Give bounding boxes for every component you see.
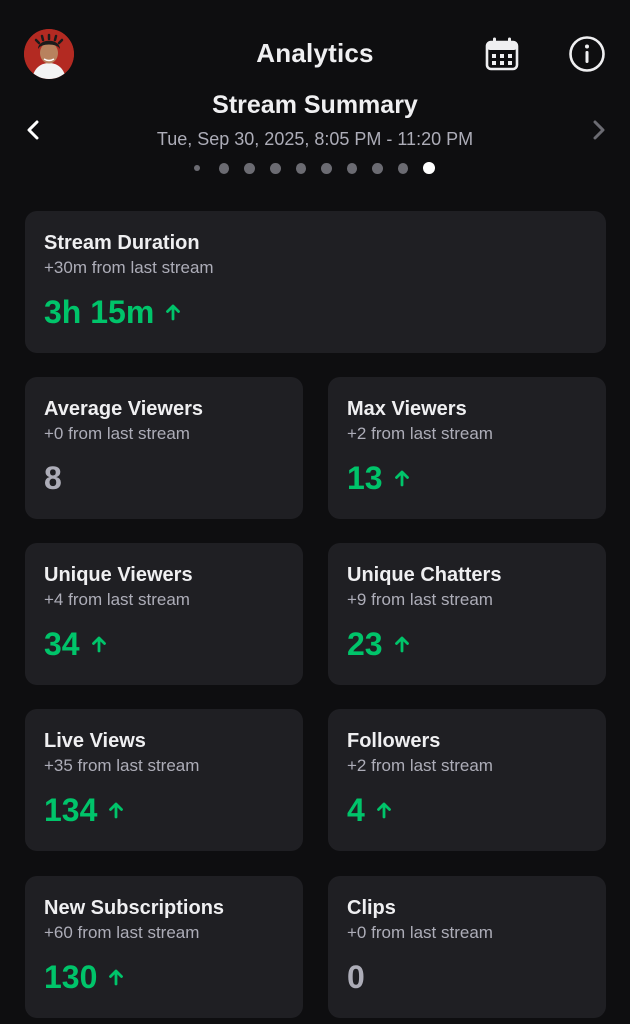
card-value: 8 <box>44 458 284 498</box>
arrow-up-icon <box>394 636 409 653</box>
card-subtitle: +4 from last stream <box>44 590 190 609</box>
arrow-up-icon <box>376 802 391 819</box>
arrow-up-icon <box>91 636 106 653</box>
card-subtitle: +0 from last stream <box>347 923 493 942</box>
card-subtitle: +2 from last stream <box>347 756 493 775</box>
page-dot[interactable] <box>295 162 307 174</box>
arrow-up-icon <box>109 802 124 819</box>
card-subtitle: +0 from last stream <box>44 424 190 443</box>
card-title: Stream Duration <box>44 232 200 254</box>
card-value: 134 <box>44 790 284 830</box>
card-value: 4 <box>347 790 587 830</box>
stat-card-live-views[interactable]: Live Views +35 from last stream 134 <box>25 709 303 851</box>
stat-card-followers[interactable]: Followers +2 from last stream 4 <box>328 709 606 851</box>
card-subtitle: +2 from last stream <box>347 424 493 443</box>
avatar[interactable] <box>24 29 74 79</box>
card-title: Followers <box>347 730 441 752</box>
card-value-text: 3h 15m <box>44 294 155 330</box>
stat-card-average-viewers[interactable]: Average Viewers +0 from last stream 8 <box>25 377 303 519</box>
arrow-up-icon <box>394 470 409 487</box>
chevron-left-icon <box>27 120 39 140</box>
card-value: 23 <box>347 624 587 664</box>
card-value-text: 0 <box>347 959 365 995</box>
card-value-text: 13 <box>347 460 383 496</box>
page-dot[interactable] <box>321 162 332 174</box>
card-title: Unique Chatters <box>347 564 502 586</box>
arrow-up-icon <box>166 304 181 321</box>
card-value: 130 <box>44 957 284 997</box>
card-title: Average Viewers <box>44 398 203 420</box>
card-value: 0 <box>347 957 587 997</box>
card-value-text: 4 <box>347 792 365 828</box>
info-button[interactable] <box>568 35 606 73</box>
card-subtitle: +35 from last stream <box>44 756 200 775</box>
page-indicator <box>190 160 450 176</box>
card-title: Max Viewers <box>347 398 467 420</box>
card-subtitle: +60 from last stream <box>44 923 200 942</box>
previous-stream-button[interactable] <box>22 118 44 142</box>
user-avatar-icon <box>24 29 74 79</box>
page-dot[interactable] <box>244 162 255 174</box>
page-dot[interactable] <box>218 162 230 174</box>
stat-card-clips[interactable]: Clips +0 from last stream 0 <box>328 876 606 1018</box>
summary-title: Stream Summary <box>212 91 418 119</box>
page-dot[interactable] <box>269 162 281 174</box>
calendar-button[interactable] <box>484 36 520 72</box>
stat-card-max-viewers[interactable]: Max Viewers +2 from last stream 13 <box>328 377 606 519</box>
chevron-right-icon <box>593 120 605 140</box>
card-value-text: 8 <box>44 460 62 496</box>
card-title: Clips <box>347 897 396 919</box>
card-value-text: 130 <box>44 959 98 995</box>
card-value-text: 34 <box>44 626 80 662</box>
stat-card-new-subscriptions[interactable]: New Subscriptions +60 from last stream 1… <box>25 876 303 1018</box>
arrow-up-icon <box>109 969 124 986</box>
page-dot[interactable] <box>194 165 200 171</box>
page-title: Analytics <box>256 38 374 68</box>
card-title: Unique Viewers <box>44 564 193 586</box>
stat-card-unique-chatters[interactable]: Unique Chatters +9 from last stream 23 <box>328 543 606 685</box>
page-dot[interactable] <box>372 162 383 174</box>
calendar-icon <box>485 37 519 71</box>
card-title: Live Views <box>44 730 146 752</box>
info-icon <box>569 36 605 72</box>
card-value: 3h 15m <box>44 292 587 332</box>
card-title: New Subscriptions <box>44 897 225 919</box>
stat-card-stream-duration[interactable]: Stream Duration +30m from last stream 3h… <box>25 211 606 353</box>
page-dot[interactable] <box>397 162 409 174</box>
stat-card-unique-viewers[interactable]: Unique Viewers +4 from last stream 34 <box>25 543 303 685</box>
page-dot[interactable] <box>346 162 358 174</box>
summary-date-range: Tue, Sep 30, 2025, 8:05 PM - 11:20 PM <box>156 129 474 149</box>
card-value: 34 <box>44 624 284 664</box>
next-stream-button[interactable] <box>588 118 610 142</box>
card-value-text: 23 <box>347 626 383 662</box>
card-value: 13 <box>347 458 587 498</box>
card-subtitle: +30m from last stream <box>44 258 214 277</box>
page-dot-active[interactable] <box>423 162 435 174</box>
card-value-text: 134 <box>44 792 98 828</box>
top-bar: Analytics <box>0 0 630 100</box>
card-subtitle: +9 from last stream <box>347 590 493 609</box>
